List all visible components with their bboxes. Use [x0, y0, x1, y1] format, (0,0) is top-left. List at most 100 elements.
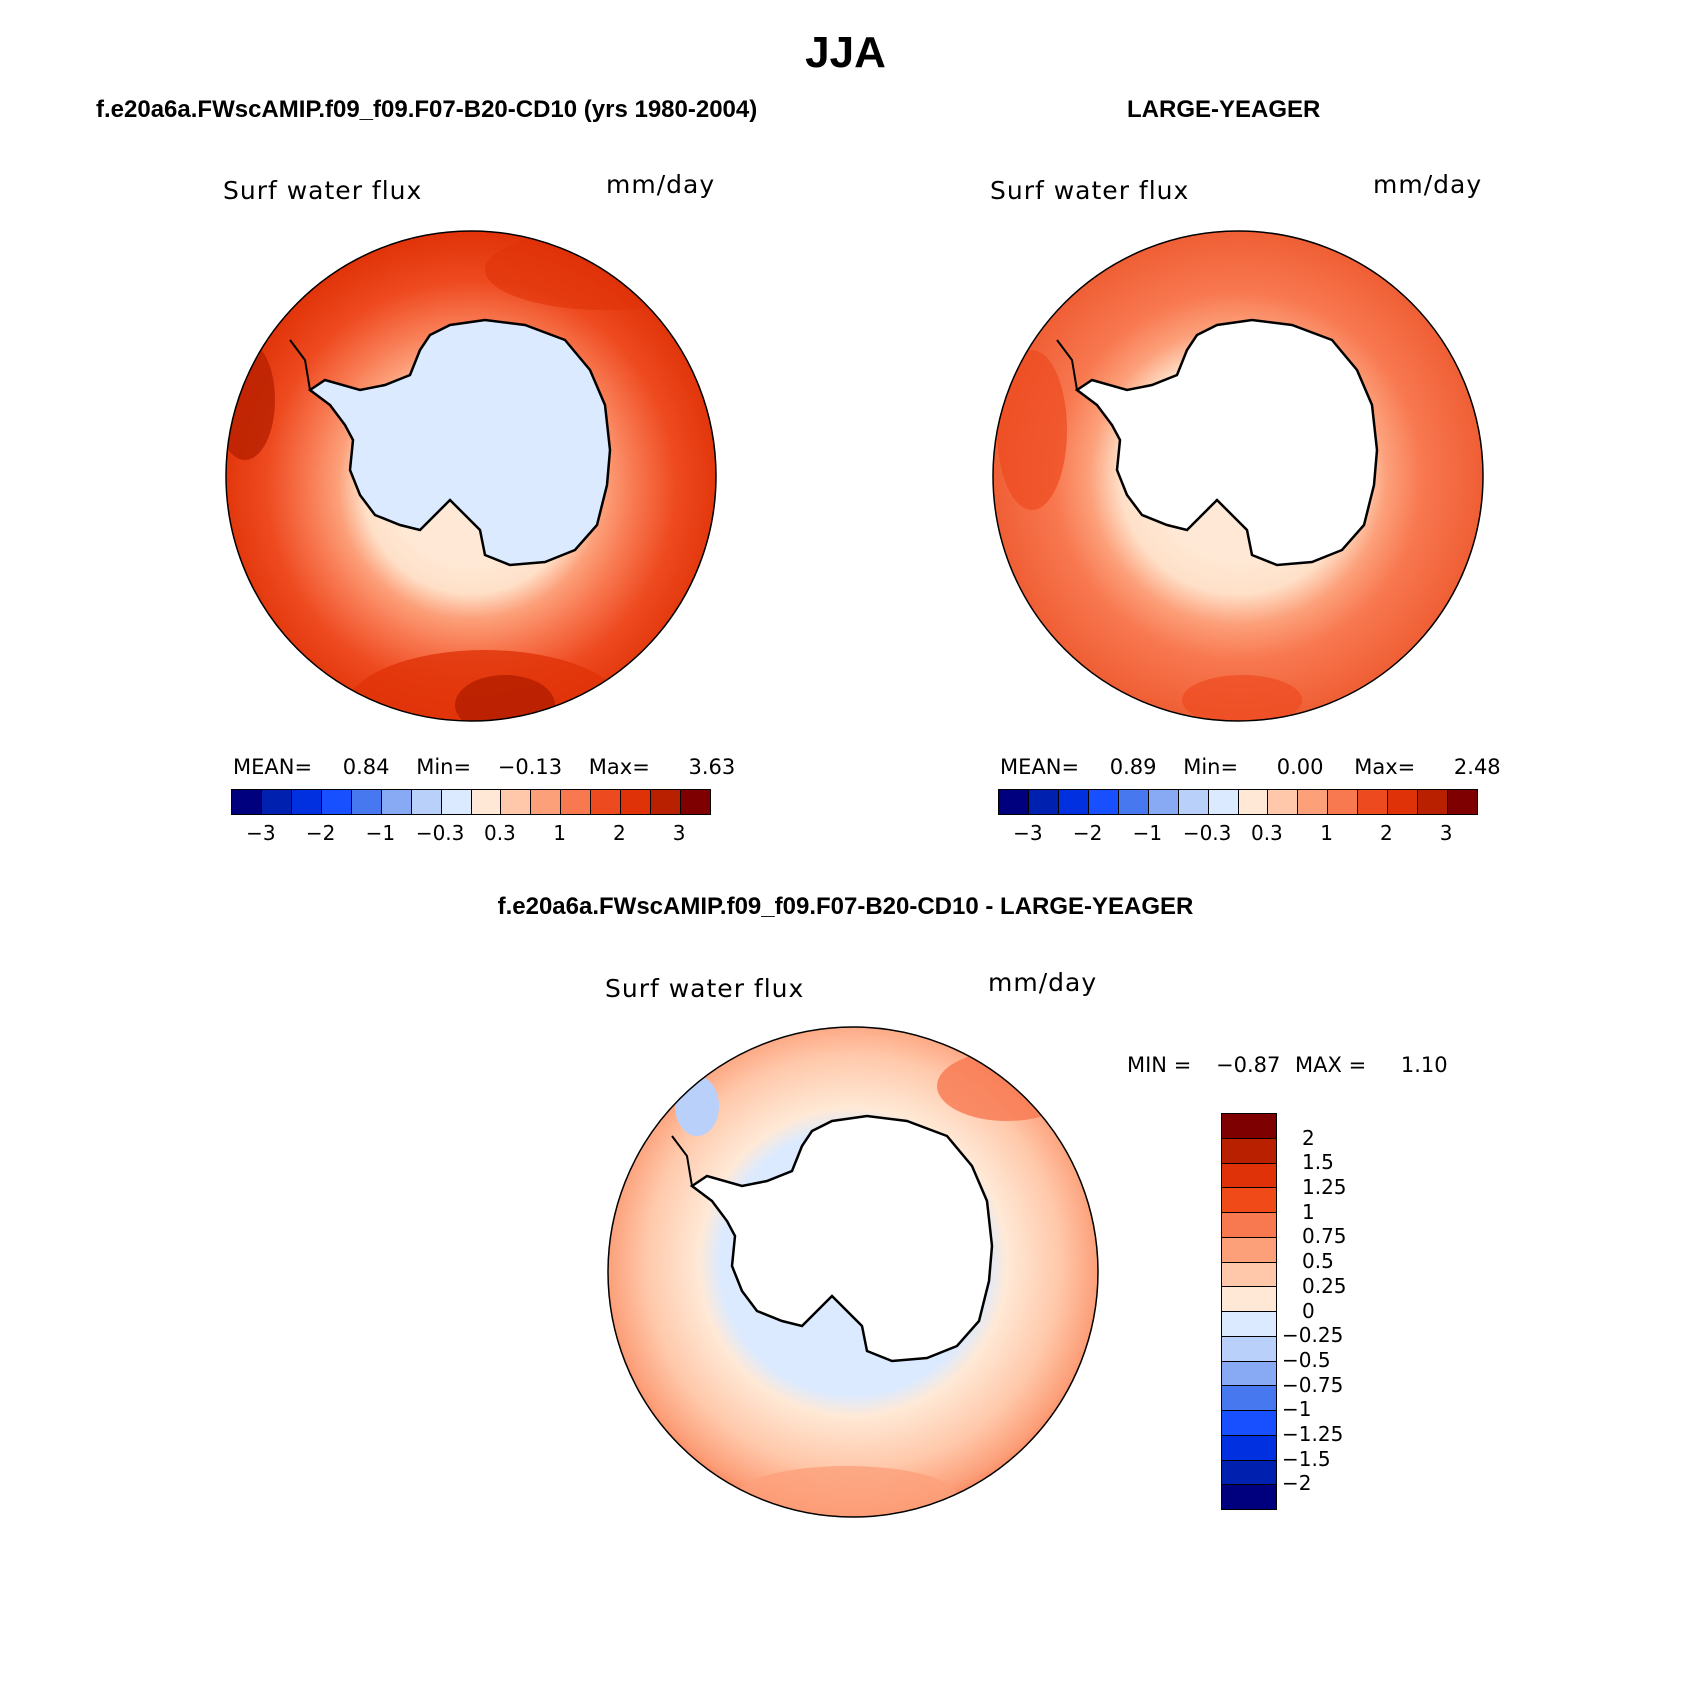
colorbar-swatch: [1222, 1312, 1276, 1337]
obs-mean-value: 0.89: [1109, 755, 1157, 779]
model-mean-label: MEAN=: [233, 755, 313, 779]
colorbar-swatch: [999, 790, 1029, 814]
figure-title: JJA: [805, 28, 886, 77]
colorbar-tick-label: 0.75: [1302, 1224, 1347, 1249]
colorbar-swatch: [1208, 790, 1239, 814]
colorbar-tick-label: 2: [613, 821, 626, 845]
colorbar-tick-label: 2: [1380, 821, 1393, 845]
diff-min-value: −0.87: [1215, 1053, 1281, 1077]
diff-panel-heading: f.e20a6a.FWscAMIP.f09_f09.F07-B20-CD10 -…: [497, 893, 1194, 920]
diff-min-label: MIN =: [1127, 1053, 1192, 1077]
model-min-value: −0.13: [497, 755, 563, 779]
colorbar-swatch: [1148, 790, 1179, 814]
colorbar-tick-label: 3: [672, 821, 686, 845]
diff-antarctica: [689, 1114, 994, 1363]
colorbar-swatch: [501, 790, 532, 814]
colorbar-swatch: [381, 790, 412, 814]
model-colorbar: [231, 789, 711, 815]
colorbar-tick-label: −1.5: [1282, 1446, 1331, 1471]
colorbar-swatch: [1222, 1262, 1276, 1288]
diff-variable-label: Surf water flux: [605, 974, 805, 1003]
colorbar-swatch: [1028, 790, 1059, 814]
colorbar-swatch: [1222, 1213, 1276, 1238]
diff-units-label: mm/day: [988, 968, 1098, 997]
colorbar-tick-label: 3: [1439, 821, 1453, 845]
colorbar-swatch: [1178, 790, 1209, 814]
colorbar-tick-label: 0.3: [1250, 821, 1283, 845]
colorbar-swatch: [1268, 790, 1299, 814]
colorbar-swatch: [1418, 790, 1449, 814]
model-antarctica: [307, 318, 612, 567]
colorbar-swatch: [471, 790, 502, 814]
obs-units-label: mm/day: [1373, 170, 1483, 199]
colorbar-swatch: [411, 790, 442, 814]
colorbar-tick-label: 2: [1302, 1125, 1315, 1150]
colorbar-swatch: [1088, 790, 1119, 814]
colorbar-tick-label: −0.75: [1282, 1372, 1344, 1397]
colorbar-swatch: [1222, 1386, 1276, 1411]
model-panel-heading: f.e20a6a.FWscAMIP.f09_f09.F07-B20-CD10 (…: [96, 96, 758, 123]
model-min-label: Min=: [416, 755, 472, 779]
colorbar-swatch: [1222, 1336, 1276, 1362]
diff-colorbar: [1221, 1113, 1277, 1510]
colorbar-tick-label: −0.3: [415, 821, 465, 845]
colorbar-swatch: [1222, 1138, 1276, 1164]
colorbar-swatch: [1058, 790, 1089, 814]
colorbar-swatch: [1238, 790, 1269, 814]
colorbar-swatch: [1222, 1435, 1276, 1461]
diff-max-label: MAX =: [1295, 1053, 1367, 1077]
colorbar-swatch: [351, 790, 382, 814]
colorbar-tick-label: −1: [1282, 1397, 1312, 1422]
colorbar-swatch: [1222, 1188, 1276, 1213]
obs-colorbar: [998, 789, 1478, 815]
model-variable-label: Surf water flux: [223, 176, 423, 205]
obs-min-label: Min=: [1183, 755, 1239, 779]
colorbar-swatch: [531, 790, 562, 814]
colorbar-swatch: [1358, 790, 1389, 814]
colorbar-tick-label: 1: [1302, 1199, 1315, 1224]
obs-min-value: 0.00: [1276, 755, 1324, 779]
colorbar-swatch: [1222, 1485, 1276, 1509]
colorbar-swatch: [591, 790, 622, 814]
colorbar-swatch: [1328, 790, 1359, 814]
colorbar-swatch: [1222, 1163, 1276, 1189]
obs-mean-label: MEAN=: [1000, 755, 1080, 779]
colorbar-tick-label: −2: [1072, 821, 1103, 845]
colorbar-swatch: [561, 790, 592, 814]
colorbar-tick-label: 1: [1320, 821, 1333, 845]
colorbar-swatch: [321, 790, 352, 814]
colorbar-tick-label: −0.5: [1282, 1347, 1331, 1372]
colorbar-swatch: [441, 790, 472, 814]
colorbar-swatch: [232, 790, 262, 814]
colorbar-swatch: [681, 790, 710, 814]
model-units-label: mm/day: [606, 170, 716, 199]
model-stats: MEAN= 0.84 Min= −0.13 Max= 3.63: [233, 755, 735, 779]
colorbar-swatch: [1222, 1237, 1276, 1263]
obs-max-label: Max=: [1354, 755, 1416, 779]
colorbar-tick-label: −3: [246, 821, 276, 845]
colorbar-tick-label: −1.25: [1282, 1421, 1344, 1446]
colorbar-swatch: [1448, 790, 1477, 814]
obs-stats: MEAN= 0.89 Min= 0.00 Max= 2.48: [1000, 755, 1501, 779]
colorbar-swatch: [1222, 1114, 1276, 1139]
colorbar-swatch: [1222, 1460, 1276, 1486]
colorbar-tick-label: 0.3: [483, 821, 516, 845]
diff-stats: MIN = −0.87 MAX = 1.10: [1127, 1053, 1448, 1077]
obs-antarctica: [1074, 318, 1379, 567]
diff-polar-map: [607, 1026, 1099, 1518]
obs-variable-label: Surf water flux: [990, 176, 1190, 205]
colorbar-swatch: [1222, 1361, 1276, 1387]
colorbar-tick-label: −2: [305, 821, 336, 845]
colorbar-swatch: [1222, 1411, 1276, 1436]
colorbar-tick-label: −2: [1282, 1471, 1312, 1496]
colorbar-tick-label: 1.5: [1302, 1150, 1334, 1175]
colorbar-swatch: [621, 790, 652, 814]
colorbar-tick-label: −1: [1132, 821, 1163, 845]
model-max-label: Max=: [588, 755, 650, 779]
colorbar-tick-label: −0.25: [1282, 1323, 1344, 1348]
model-polar-map: [225, 230, 717, 722]
diff-max-value: 1.10: [1400, 1053, 1448, 1077]
obs-panel-heading: LARGE-YEAGER: [1127, 96, 1321, 123]
colorbar-tick-label: −3: [1013, 821, 1043, 845]
colorbar-swatch: [1222, 1287, 1276, 1312]
